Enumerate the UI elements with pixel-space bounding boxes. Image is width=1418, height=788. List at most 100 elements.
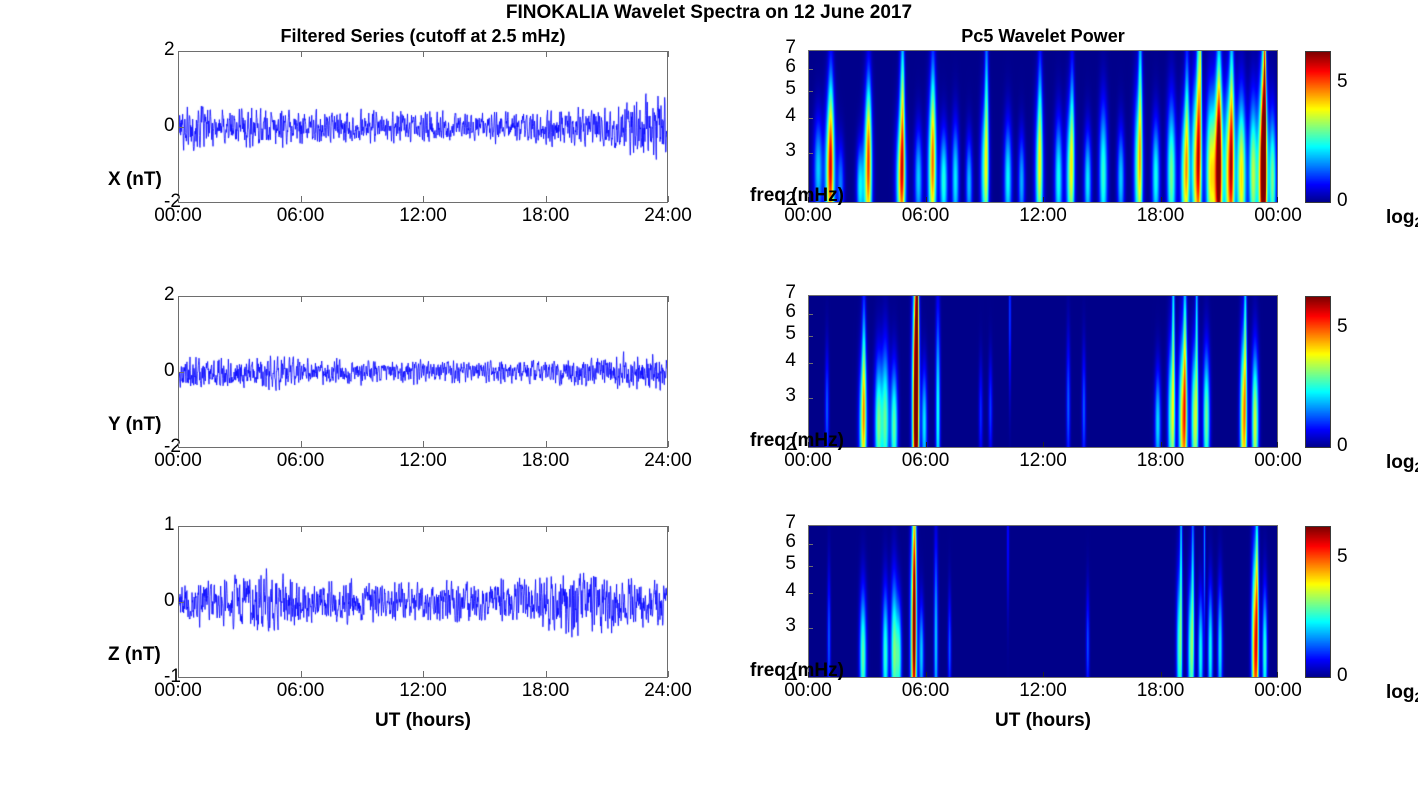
xtick-label-Z-0: 00:00 xyxy=(154,680,202,701)
freq-tick-mark xyxy=(808,117,813,119)
freq-tick-X-3: 4 xyxy=(785,104,796,126)
spec-xtick-label-Y-4: 00:00 xyxy=(1254,450,1302,471)
ytick-mark xyxy=(178,447,184,448)
spec-xtick-label-Z-3: 18:00 xyxy=(1136,680,1185,701)
freq-tick-Y-4: 3 xyxy=(785,384,796,406)
xtick-mark xyxy=(300,441,302,447)
xtick-label-Z-4: 24:00 xyxy=(644,680,692,701)
freq-ylabel-text-Z: freq (mHz) xyxy=(750,659,844,681)
freq-tick-Y-2: 5 xyxy=(785,322,796,344)
xtick-mark xyxy=(668,51,669,57)
freq-tick-mark xyxy=(808,152,813,154)
freq-tick-X-0: 7 xyxy=(785,37,796,58)
spec-xtick-mark xyxy=(1277,442,1278,447)
freq-tick-X-2: 5 xyxy=(785,77,796,99)
xtick-label-Z-2: 12:00 xyxy=(399,680,447,701)
ytick-mark xyxy=(178,526,184,527)
ytick-mark xyxy=(178,601,184,603)
spec-xtick-label-Y-0: 00:00 xyxy=(784,450,832,471)
xtick-mark xyxy=(545,671,547,677)
freq-tick-Z-2: 5 xyxy=(785,552,796,574)
ylabel-text-Z: Z (nT) xyxy=(108,644,161,665)
xtick-mark xyxy=(668,526,669,532)
ylabel-text-X: X (nT) xyxy=(108,169,162,190)
xtick-mark xyxy=(423,441,424,447)
freq-tick-mark xyxy=(808,202,813,203)
spec-xtick-mark xyxy=(1043,197,1044,202)
freq-tick-Z-0: 7 xyxy=(785,512,796,533)
freq-tick-mark xyxy=(808,295,813,296)
ytick-mark xyxy=(178,202,184,203)
xtick-label-Z-3: 18:00 xyxy=(521,680,570,701)
spectrogram-canvas-Z xyxy=(809,526,1277,677)
timeseries-canvas-Z xyxy=(179,527,667,677)
timeseries-panel-Z xyxy=(178,526,668,678)
colorbar-tick-0: 0 xyxy=(1337,190,1348,211)
spec-xtick-label-X-1: 06:00 xyxy=(901,205,950,226)
spec-xtick-mark xyxy=(925,442,927,447)
spec-xtick-label-X-0: 00:00 xyxy=(784,205,832,226)
xtick-label-Z-1: 06:00 xyxy=(276,680,325,701)
spec-xtick-label-X-4: 00:00 xyxy=(1254,205,1302,226)
xtick-mark xyxy=(545,441,547,447)
freq-tick-Y-5: 2 xyxy=(785,434,796,455)
xtick-label-Y-2: 12:00 xyxy=(399,450,447,471)
spec-xtick-mark xyxy=(925,197,927,202)
xtick-mark xyxy=(178,526,179,532)
ytick-mark xyxy=(178,51,184,52)
freq-tick-mark xyxy=(808,362,813,364)
freq-tick-Z-5: 2 xyxy=(785,664,796,685)
timeseries-panel-Y xyxy=(178,296,668,448)
xtick-mark xyxy=(668,196,669,202)
freq-tick-Z-4: 3 xyxy=(785,614,796,636)
ylabel-Z: Z (nT) xyxy=(108,644,161,666)
spec-xtick-mark xyxy=(808,197,809,202)
ylabel-text-Y: Y (nT) xyxy=(108,414,162,435)
xtick-mark xyxy=(545,296,547,302)
spec-xtick-label-Y-3: 18:00 xyxy=(1136,450,1185,471)
spec-xtick-label-Z-2: 12:00 xyxy=(1019,680,1067,701)
ylabel-Y: Y (nT) xyxy=(108,414,161,436)
xtick-mark xyxy=(300,526,302,532)
ytick-mark xyxy=(178,371,184,373)
freq-tick-mark xyxy=(808,90,813,92)
spectrogram-panel-Z xyxy=(808,525,1278,678)
freq-tick-mark xyxy=(808,525,813,526)
colorbar-y-tick-5: 5 xyxy=(1337,316,1348,337)
freq-ylabel-Z: freq (mHz) xyxy=(750,660,844,682)
ytick-mark xyxy=(178,126,184,128)
freq-tick-mark xyxy=(808,543,813,545)
xtick-mark xyxy=(423,296,424,302)
colorbar-z-tick-5: 5 xyxy=(1337,546,1348,567)
freq-tick-X-4: 3 xyxy=(785,139,796,161)
freq-tick-mark xyxy=(808,677,813,678)
left-xlabel: UT (hours) xyxy=(374,710,472,731)
xtick-label-X-4: 24:00 xyxy=(644,205,692,226)
right-xlabel: UT (hours) xyxy=(994,710,1092,731)
xtick-label-X-1: 06:00 xyxy=(276,205,325,226)
xtick-label-X-3: 18:00 xyxy=(521,205,570,226)
timeseries-panel-X xyxy=(178,51,668,203)
freq-tick-Y-3: 4 xyxy=(785,349,796,371)
xtick-mark xyxy=(178,296,179,302)
colorbar-y-tick-0: 0 xyxy=(1337,435,1348,456)
freq-tick-Y-1: 6 xyxy=(785,300,796,322)
spec-xtick-mark xyxy=(1043,672,1044,677)
timeseries-canvas-X xyxy=(179,52,667,202)
colorbar-z-label-text: log2(nT2/Hz) xyxy=(1386,682,1418,705)
left-column-title: Filtered Series (cutoff at 2.5 mHz) xyxy=(280,26,566,46)
figure-title: FINOKALIA Wavelet Spectra on 12 June 201… xyxy=(505,2,913,23)
freq-ylabel-X: freq (mHz) xyxy=(750,185,844,207)
ylabel-X: X (nT) xyxy=(108,169,162,191)
colorbar-label-text: log2(nT2/Hz) xyxy=(1386,207,1418,230)
colorbar-z-row xyxy=(1305,526,1331,678)
right-column-title: Pc5 Wavelet Power xyxy=(961,26,1125,46)
spectrogram-panel-X xyxy=(808,50,1278,203)
spectrogram-canvas-X xyxy=(809,51,1277,202)
xtick-mark xyxy=(545,196,547,202)
freq-tick-mark xyxy=(808,68,813,70)
spec-xtick-mark xyxy=(1160,672,1162,677)
xtick-mark xyxy=(668,296,669,302)
ytick-mark xyxy=(178,296,184,297)
